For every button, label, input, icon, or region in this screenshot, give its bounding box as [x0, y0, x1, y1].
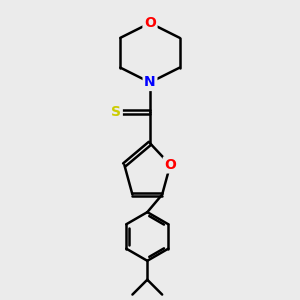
Text: O: O	[144, 16, 156, 30]
Text: S: S	[111, 105, 121, 119]
Text: O: O	[164, 158, 176, 172]
Text: N: N	[144, 75, 156, 89]
